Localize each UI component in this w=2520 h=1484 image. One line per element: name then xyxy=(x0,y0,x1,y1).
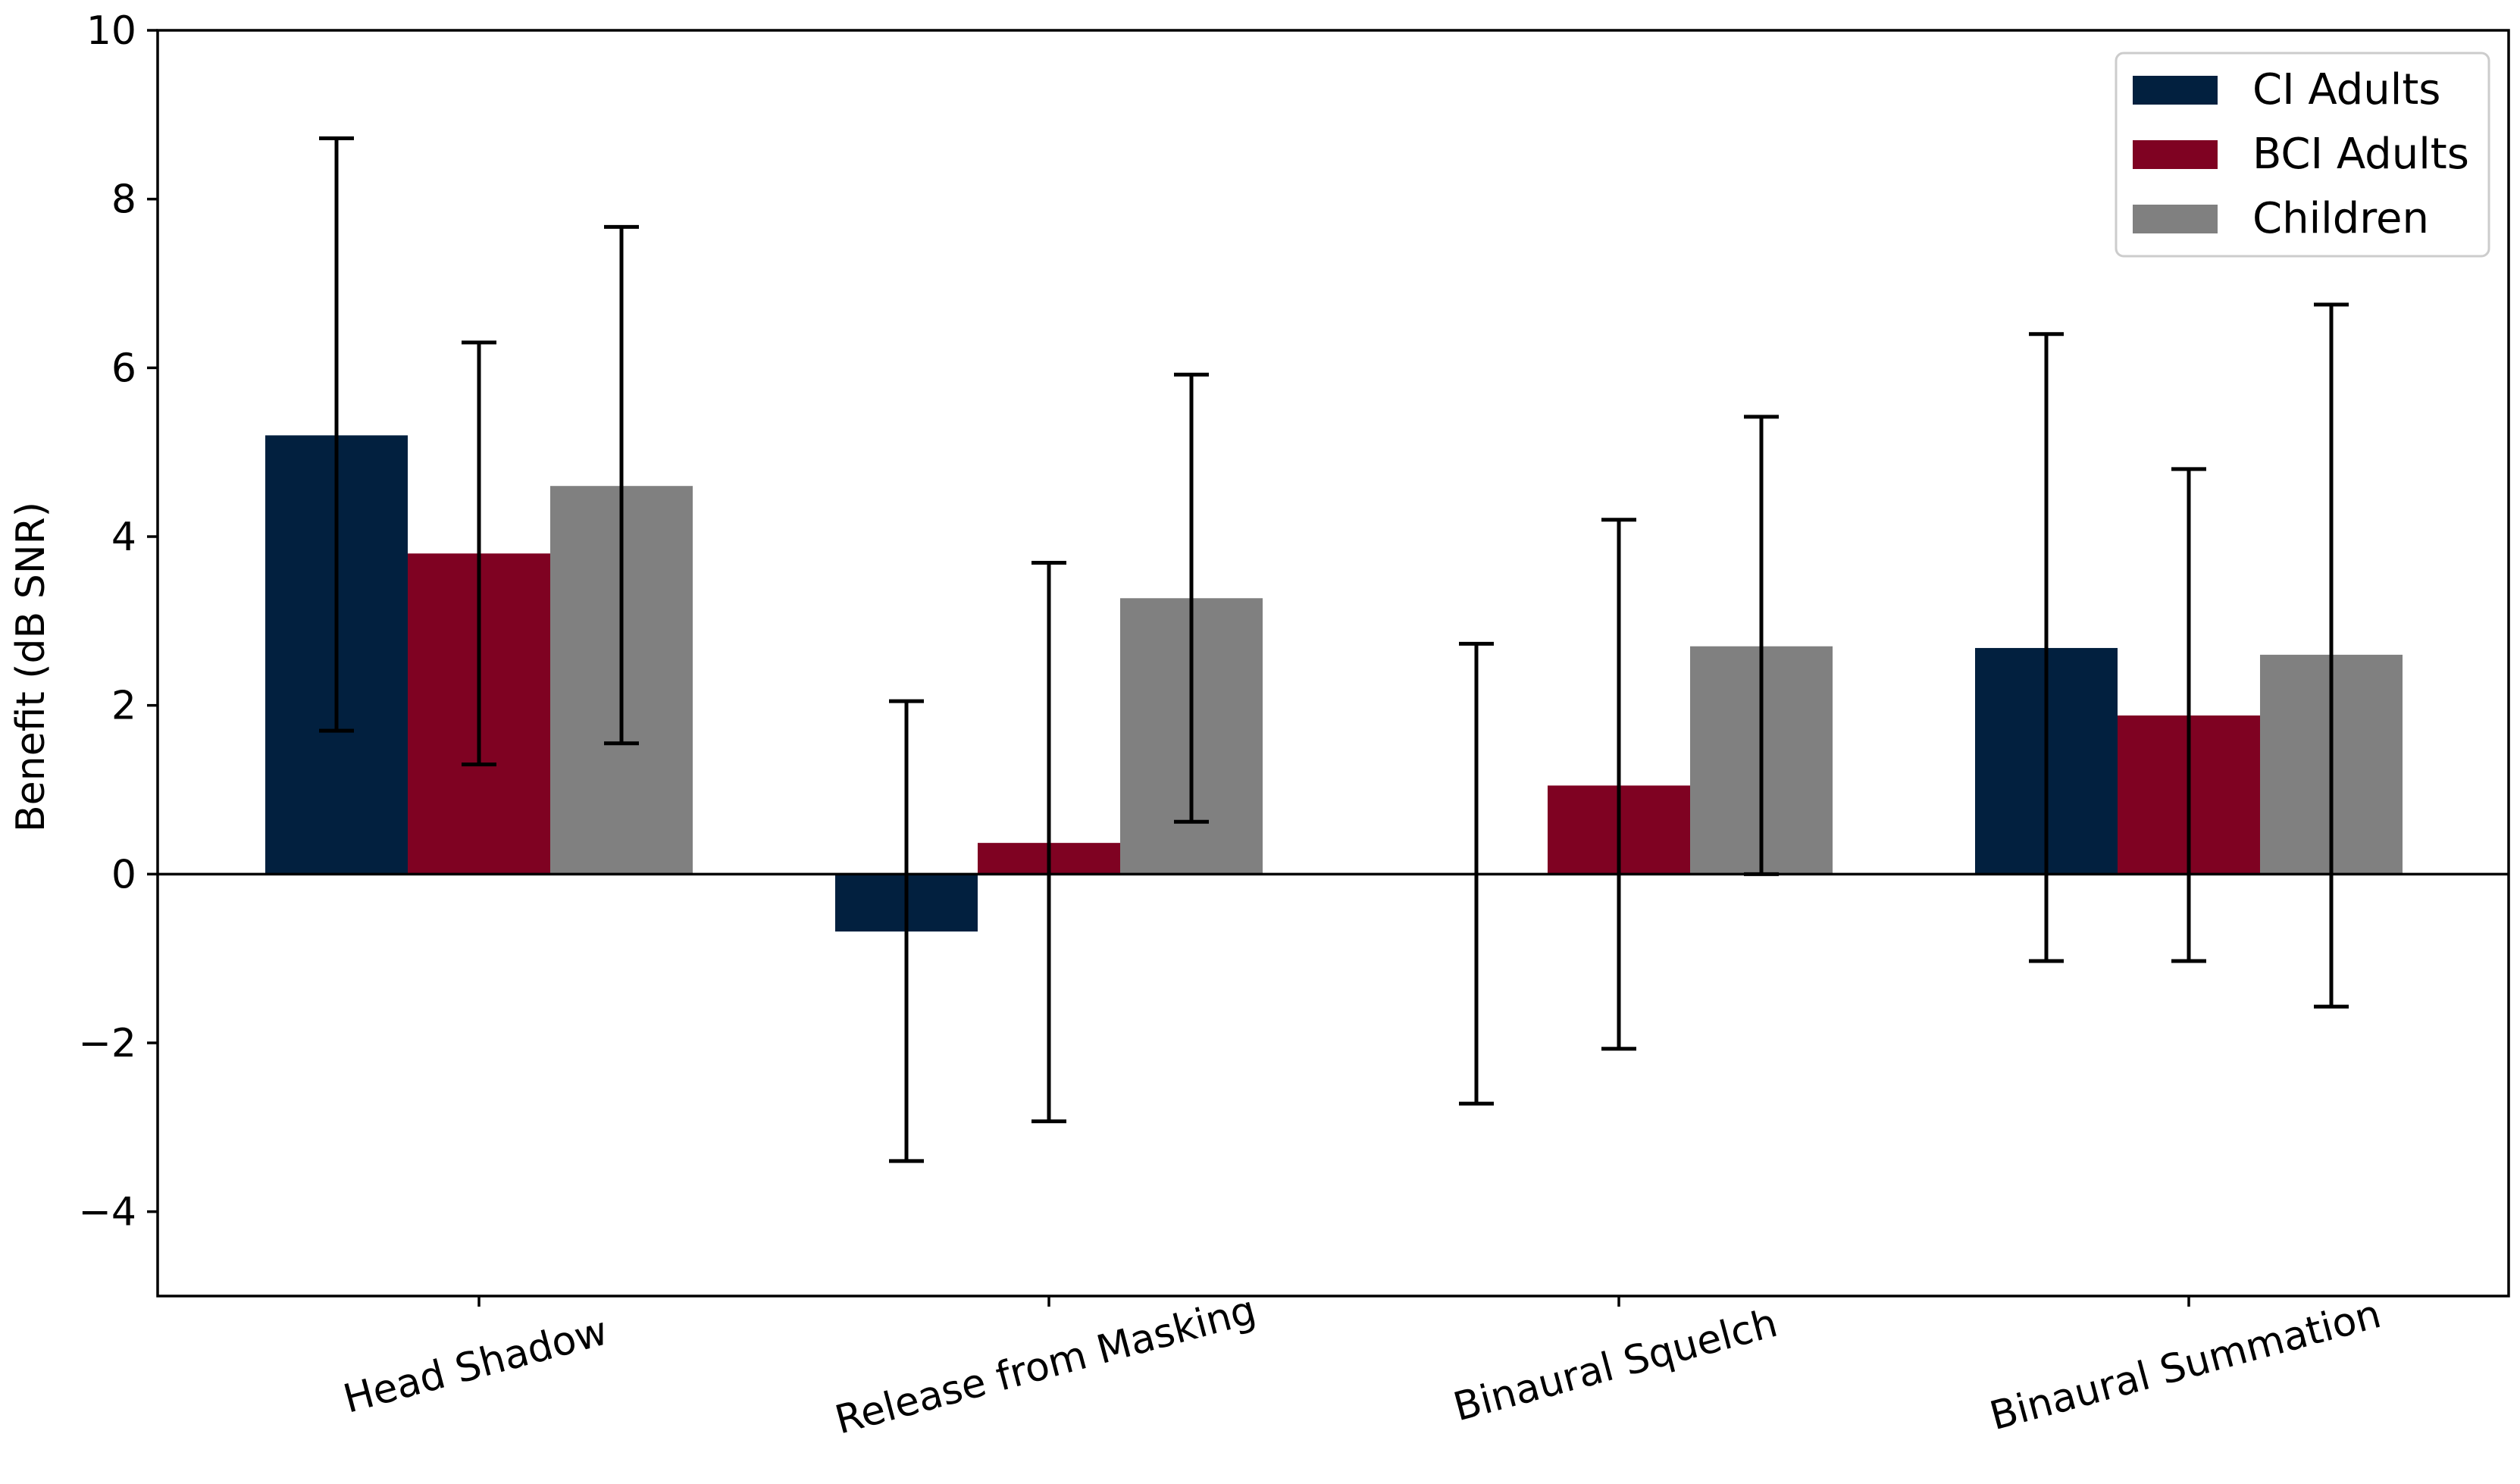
y-tick-label: 0 xyxy=(111,852,136,897)
y-tick-label: −2 xyxy=(78,1021,136,1066)
x-tick-label: Binaural Squelch xyxy=(1449,1301,1783,1431)
legend-swatch xyxy=(2133,205,2218,233)
plot-frame xyxy=(156,29,2510,1298)
x-tick-label: Binaural Summation xyxy=(1985,1291,2385,1439)
error-bar xyxy=(604,224,639,746)
x-axis: Head Shadow Release from Masking Binaural … xyxy=(339,1288,2386,1444)
error-bar xyxy=(1744,415,1779,876)
error-bar xyxy=(462,340,496,767)
legend-swatch xyxy=(2133,76,2218,105)
bars-layer xyxy=(265,435,2403,932)
error-bar xyxy=(1459,641,1494,1106)
legend-label: Children xyxy=(2252,194,2429,243)
error-bar xyxy=(2314,302,2349,1009)
error-bar xyxy=(1031,561,1066,1124)
y-axis-title: Benefit (dB SNR) xyxy=(8,502,54,832)
y-tick-label: −4 xyxy=(78,1190,136,1235)
legend-label: BCI Adults xyxy=(2252,130,2469,179)
y-tick-label: 10 xyxy=(86,8,136,54)
error-bar xyxy=(1174,372,1209,824)
x-tick-label: Head Shadow xyxy=(339,1308,612,1423)
error-bar xyxy=(319,136,354,733)
legend-label: CI Adults xyxy=(2252,65,2440,114)
error-bar xyxy=(2171,467,2206,963)
error-bar xyxy=(889,699,924,1163)
error-bar xyxy=(1601,518,1636,1051)
y-tick-label: 8 xyxy=(111,177,136,223)
y-tick-label: 6 xyxy=(111,346,136,391)
legend-swatch xyxy=(2133,140,2218,169)
x-tick-label: Release from Masking xyxy=(831,1288,1261,1444)
y-tick-label: 4 xyxy=(111,515,136,560)
errorbars-layer xyxy=(319,136,2349,1163)
y-axis: −4 −2 0 2 4 6 8 10 xyxy=(78,8,158,1235)
legend: CI Adults BCI Adults Children xyxy=(2115,52,2490,258)
error-bar xyxy=(2029,332,2064,963)
y-tick-label: 2 xyxy=(111,684,136,729)
